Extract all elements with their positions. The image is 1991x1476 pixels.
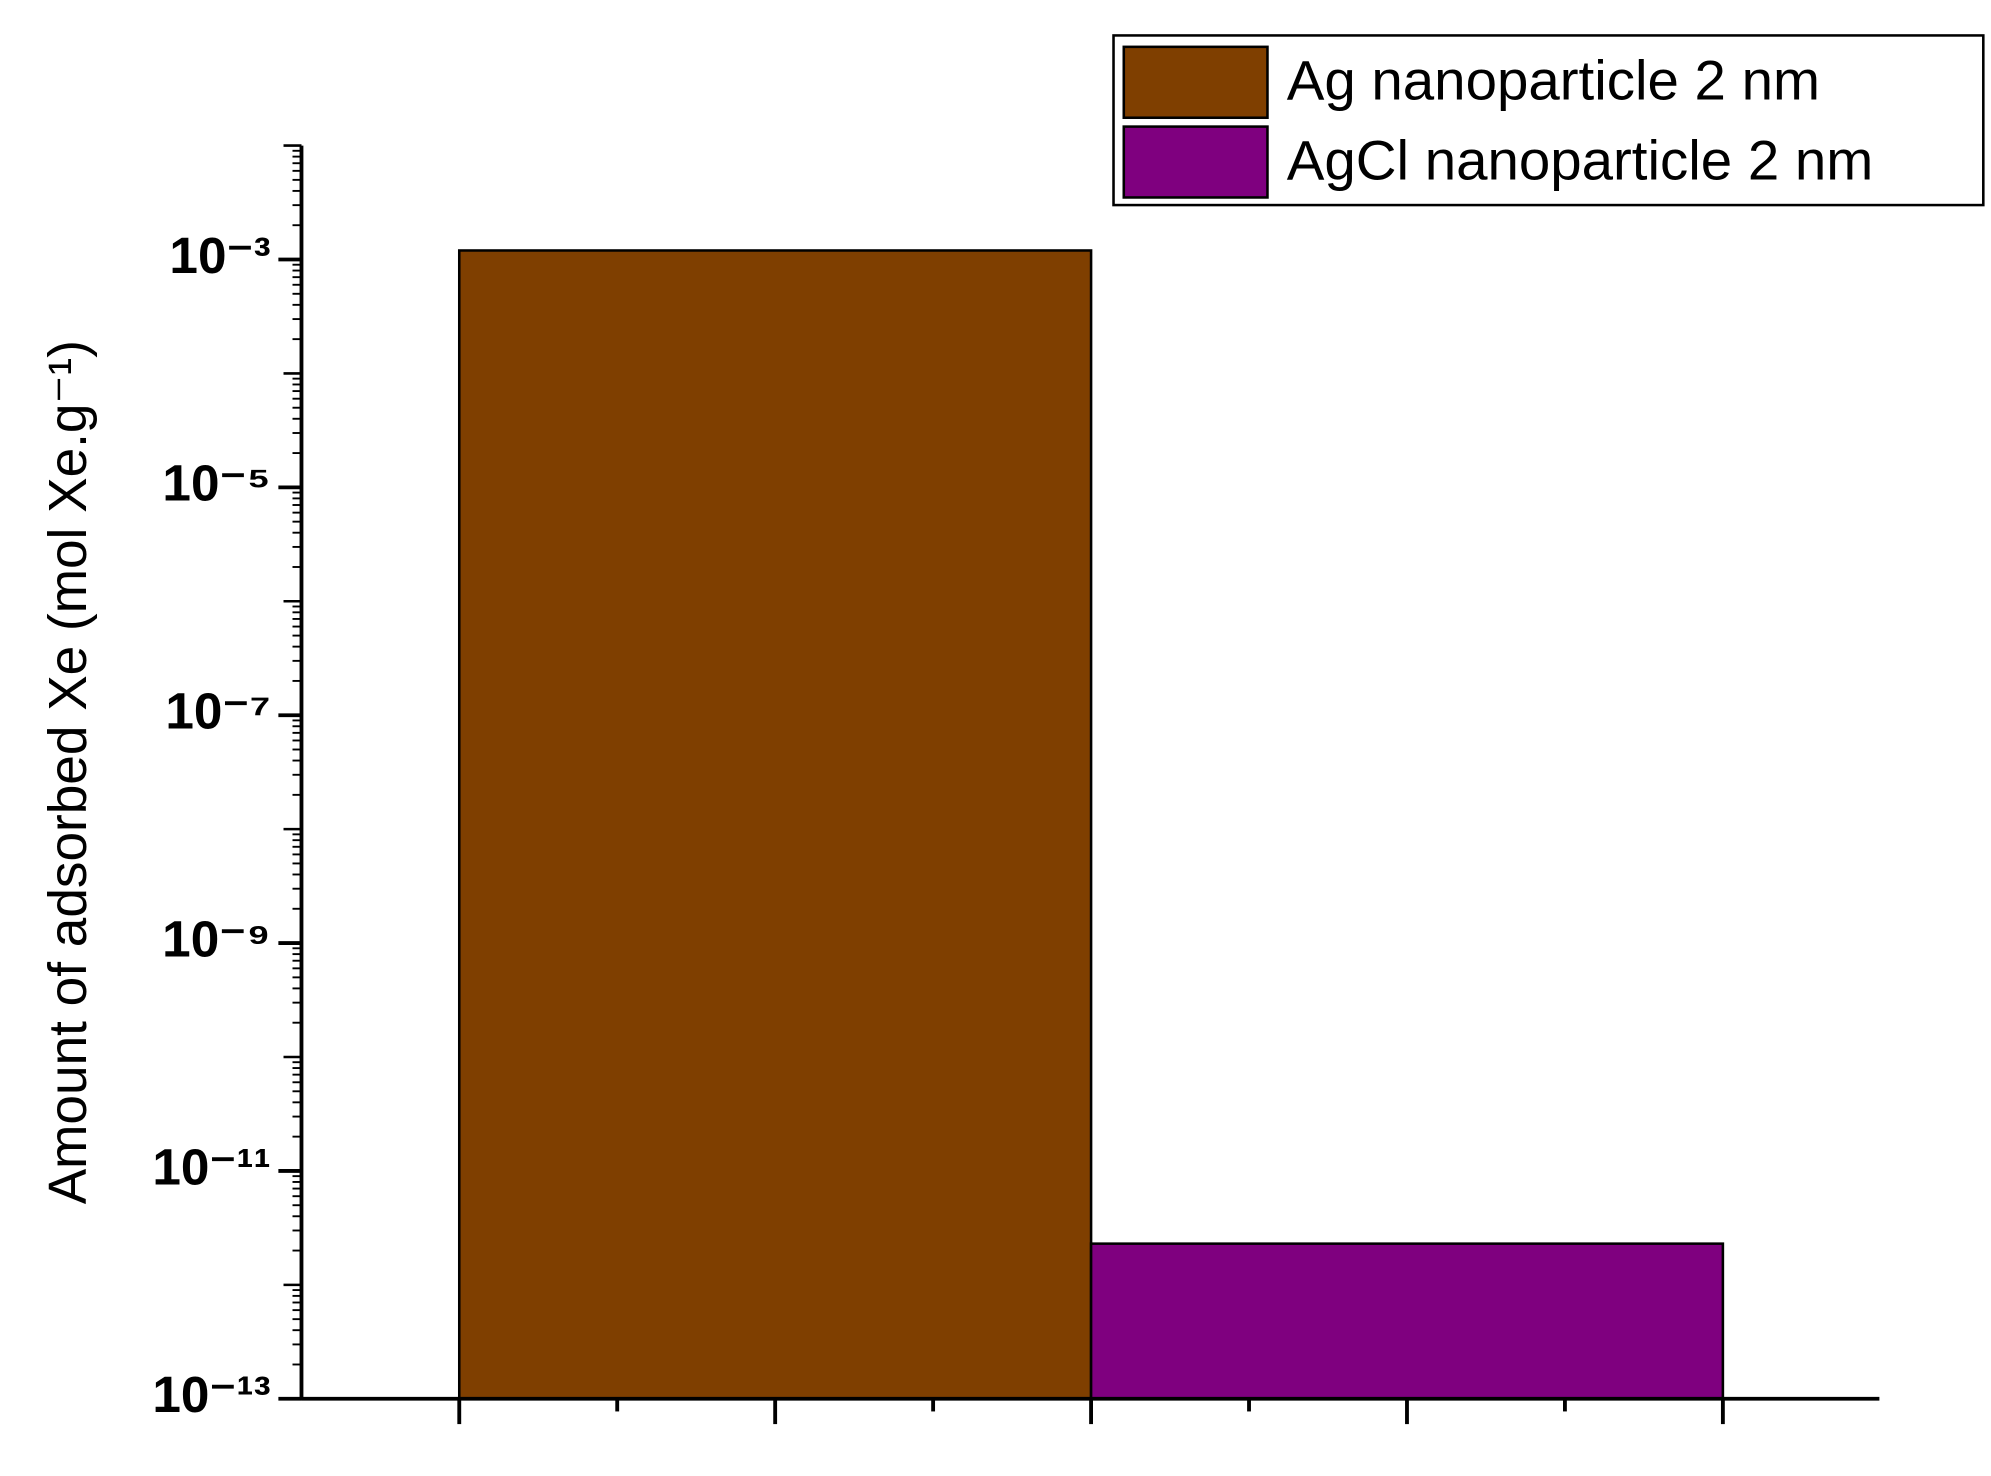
bar [1089,1242,1725,1401]
y-axis-label: Amount of adsorbed Xe (mol Xe.g⁻¹) [39,340,98,1204]
y-tick-label: 10⁻⁷ [165,683,270,740]
y-tick-label: 10⁻³ [169,227,270,284]
legend-label: AgCl nanoparticle 2 nm [1287,129,1874,192]
legend-swatch [1122,125,1269,199]
y-tick-label: 10⁻⁵ [162,455,270,512]
legend-swatch [1122,45,1269,119]
y-tick-label: 10⁻¹¹ [152,1139,270,1196]
bar [457,249,1093,1401]
legend-label: Ag nanoparticle 2 nm [1287,49,1820,112]
y-tick-label: 10⁻¹³ [152,1366,270,1423]
y-tick-label: 10⁻⁹ [162,911,271,968]
